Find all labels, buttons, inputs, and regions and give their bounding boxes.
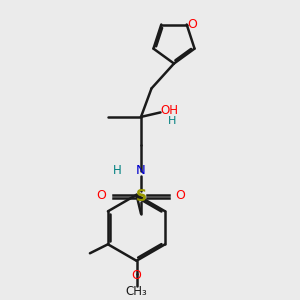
Text: S: S: [136, 189, 146, 204]
Text: O: O: [97, 189, 106, 202]
Text: H: H: [112, 164, 122, 177]
Text: N: N: [136, 164, 146, 177]
Text: OH: OH: [160, 104, 178, 117]
Text: O: O: [132, 269, 141, 282]
Text: O: O: [176, 189, 185, 202]
Text: O: O: [187, 18, 197, 31]
Text: CH₃: CH₃: [126, 285, 147, 298]
Text: H: H: [168, 116, 177, 126]
